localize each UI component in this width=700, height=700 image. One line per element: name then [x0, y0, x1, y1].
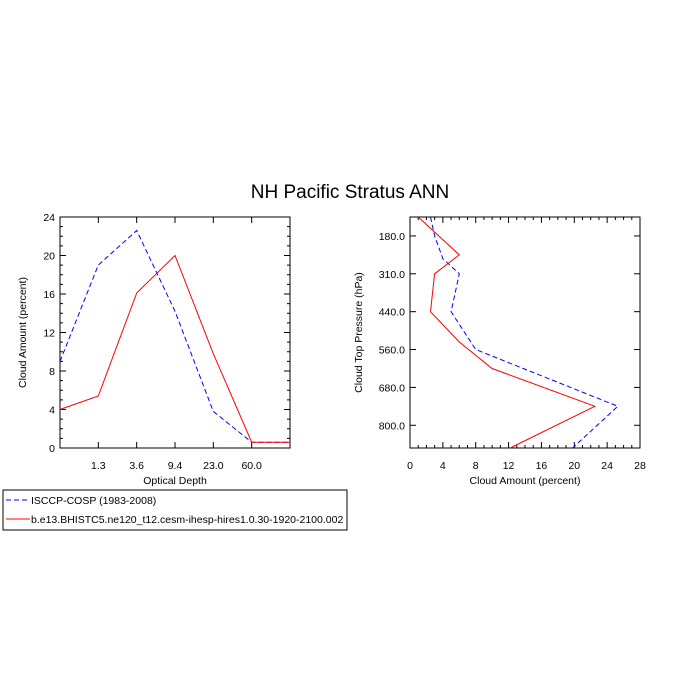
x-axis-label: Optical Depth [143, 475, 207, 487]
series-isccp-line [59, 229, 290, 443]
cloud-top-pressure-panel: 0 4 8 12 16 20 24 28 180.0 310.0 440.0 560.0 680.0 80… [353, 216, 646, 487]
series-isccp-line [430, 216, 619, 449]
y-tick-label: 12 [43, 328, 55, 340]
y-tick-label: 560.0 [379, 345, 405, 357]
x-tick-label: 28 [634, 460, 646, 472]
plot-frame [409, 216, 641, 449]
x-tick-label: 9.4 [168, 460, 183, 472]
y-axis-label: Cloud Top Pressure (hPa) [353, 272, 365, 393]
plot-frame [59, 216, 291, 449]
x-tick-label: 12 [503, 460, 515, 472]
series-model-line [59, 254, 290, 443]
y-tick-label: 20 [43, 251, 55, 263]
y-axis-label: Cloud Amount (percent) [17, 277, 29, 388]
y-tick-label: 24 [43, 212, 55, 224]
y-tick-label: 4 [49, 405, 55, 417]
legend: ISCCP-COSP (1983-2008) b.e13.BHISTC5.ne1… [2, 489, 348, 531]
y-tick-label: 8 [49, 366, 55, 378]
y-tick-label: 310.0 [379, 269, 405, 281]
series-model-line [417, 216, 597, 449]
x-tick-label: 24 [601, 460, 613, 472]
legend-box [2, 489, 348, 531]
legend-label-isccp: ISCCP-COSP (1983-2008) [31, 495, 156, 507]
y-tick-label: 180.0 [379, 231, 405, 243]
figure-title: NH Pacific Stratus ANN [251, 182, 450, 203]
optical-depth-panel: 0 4 8 12 16 20 24 1.3 3.6 9.4 23.0 60.0 Optical Dept… [17, 212, 291, 487]
y-tick-label: 0 [49, 443, 55, 455]
y-tick-label: 800.0 [379, 420, 405, 432]
legend-label-model: b.e13.BHISTC5.ne120_t12.cesm-ihesp-hires… [31, 514, 343, 526]
x-tick-label: 0 [407, 460, 413, 472]
y-tick-label: 440.0 [379, 307, 405, 319]
x-tick-label: 3.6 [129, 460, 144, 472]
x-tick-label: 8 [473, 460, 479, 472]
x-tick-label: 1.3 [91, 460, 106, 472]
x-tick-label: 60.0 [241, 460, 262, 472]
x-tick-label: 20 [568, 460, 580, 472]
y-tick-label: 16 [43, 289, 55, 301]
x-tick-label: 23.0 [203, 460, 224, 472]
x-axis-label: Cloud Amount (percent) [470, 475, 581, 487]
x-tick-label: 16 [536, 460, 548, 472]
x-tick-label: 4 [440, 460, 446, 472]
y-tick-label: 680.0 [379, 382, 405, 394]
